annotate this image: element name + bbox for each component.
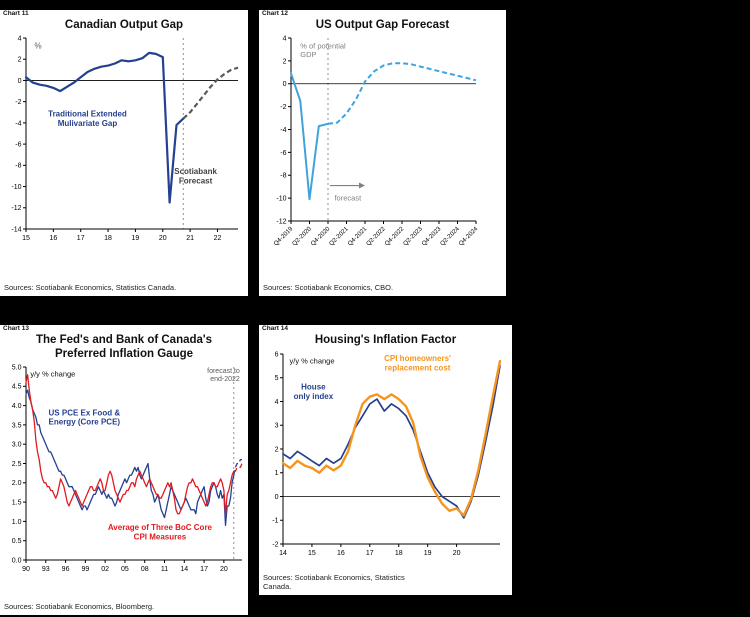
svg-text:90: 90 xyxy=(22,566,30,573)
chart-source: Sources: Scotiabank Economics, Statistic… xyxy=(263,572,405,592)
svg-text:-4: -4 xyxy=(280,127,286,134)
svg-text:0: 0 xyxy=(275,494,279,501)
chart-corner-label: Chart 11 xyxy=(3,10,29,17)
svg-text:Q4-2024: Q4-2024 xyxy=(457,225,479,247)
svg-text:99: 99 xyxy=(81,566,89,573)
svg-text:4.0: 4.0 xyxy=(12,403,22,410)
svg-text:y/y % change: y/y % change xyxy=(290,356,335,365)
svg-text:16: 16 xyxy=(49,235,57,242)
svg-text:08: 08 xyxy=(141,566,149,573)
chart-title: Canadian Output Gap xyxy=(64,19,184,31)
svg-text:18: 18 xyxy=(395,550,403,557)
svg-text:19: 19 xyxy=(424,550,432,557)
chart-title: US Output Gap Forecast xyxy=(315,19,450,31)
chart-panel-preferred-inflation-gauge: Chart 13 The Fed's and Bank of Canada's … xyxy=(0,325,248,615)
chart-panel-housings-inflation-factor: Chart 14 Housing's Inflation Factor 6 5 4 3… xyxy=(259,325,512,595)
svg-text:%: % xyxy=(34,41,41,50)
svg-text:16: 16 xyxy=(337,550,345,557)
svg-text:0: 0 xyxy=(283,81,287,88)
svg-text:05: 05 xyxy=(121,566,129,573)
chart-corner-label: Chart 14 xyxy=(262,325,289,332)
svg-text:-8: -8 xyxy=(15,163,21,170)
chart-source: Sources: Scotiabank Economics, CBO. xyxy=(263,283,394,293)
svg-text:forecast: forecast xyxy=(334,193,362,202)
svg-text:-1: -1 xyxy=(272,517,278,524)
svg-text:5.0: 5.0 xyxy=(12,364,22,371)
svg-text:02: 02 xyxy=(101,566,109,573)
svg-text:-6: -6 xyxy=(15,141,21,148)
svg-text:2.5: 2.5 xyxy=(12,460,22,467)
svg-text:-12: -12 xyxy=(276,218,286,225)
chart-corner-label: Chart 13 xyxy=(3,325,30,332)
chart-title: The Fed's and Bank of Canada's Preferred… xyxy=(35,334,213,360)
svg-text:4: 4 xyxy=(275,399,279,406)
svg-text:-12: -12 xyxy=(11,205,21,212)
svg-text:-2: -2 xyxy=(15,99,21,106)
svg-text:1.0: 1.0 xyxy=(12,518,22,525)
svg-text:US PCE Ex Food &Energy (Core P: US PCE Ex Food & Energy (Core PCE) xyxy=(49,408,121,426)
svg-text:-8: -8 xyxy=(280,172,286,179)
svg-text:17: 17 xyxy=(77,235,85,242)
svg-text:2: 2 xyxy=(283,58,287,65)
svg-text:-14: -14 xyxy=(11,226,21,233)
svg-text:15: 15 xyxy=(22,235,30,242)
svg-text:y/y % change: y/y % change xyxy=(30,369,75,378)
us-output-gap-forecast-plot: 420-2-4-6-8-10-12Q4-2019Q2-2020Q4-2020Q2… xyxy=(272,35,479,247)
svg-text:0.5: 0.5 xyxy=(12,538,22,545)
housings-inflation-factor-plot: 6 5 4 3 2 1 0 -1 -214 15 16 17 18 19 20 y/y % change Hou… xyxy=(272,351,502,557)
svg-text:0: 0 xyxy=(18,78,22,85)
svg-text:-2: -2 xyxy=(272,541,278,548)
svg-text:14: 14 xyxy=(279,550,287,557)
svg-text:17: 17 xyxy=(366,550,374,557)
svg-text:14: 14 xyxy=(180,566,188,573)
svg-text:11: 11 xyxy=(161,566,168,573)
svg-text:-4: -4 xyxy=(15,120,21,127)
chart-source: Sources: Scotiabank Economics, Bloomberg… xyxy=(4,602,155,612)
svg-text:2.0: 2.0 xyxy=(12,480,22,487)
svg-text:2: 2 xyxy=(275,446,279,453)
svg-text:-10: -10 xyxy=(11,184,21,191)
svg-text:3.0: 3.0 xyxy=(12,441,22,448)
svg-text:-2: -2 xyxy=(280,104,286,111)
svg-text:15: 15 xyxy=(308,550,316,557)
preferred-inflation-gauge-plot: 5.0 4.5 4.0 3.5 3.0 2.5 2.0 1.5 1.0 0.5 0.090 93 96 9… xyxy=(12,364,243,573)
svg-text:1: 1 xyxy=(275,470,279,477)
chart-panel-canadian-output-gap: Chart 11 Canadian Output Gap 4 2 0 -2 -4 -6 -8… xyxy=(0,10,248,296)
svg-text:20: 20 xyxy=(220,566,228,573)
svg-text:4: 4 xyxy=(18,35,22,42)
svg-text:0.0: 0.0 xyxy=(12,557,22,564)
svg-text:17: 17 xyxy=(200,566,208,573)
svg-text:20: 20 xyxy=(453,550,461,557)
svg-text:2: 2 xyxy=(18,56,22,63)
svg-text:18: 18 xyxy=(104,235,112,242)
svg-text:19: 19 xyxy=(132,235,140,242)
chart-corner-label: Chart 12 xyxy=(262,10,289,17)
svg-text:1.5: 1.5 xyxy=(12,499,22,506)
svg-text:22: 22 xyxy=(214,235,222,242)
svg-text:93: 93 xyxy=(42,566,50,573)
svg-text:21: 21 xyxy=(186,235,194,242)
svg-text:20: 20 xyxy=(159,235,167,242)
chart-source: Sources: Scotiabank Economics, Statistic… xyxy=(4,283,177,293)
svg-text:6: 6 xyxy=(275,351,279,358)
svg-text:96: 96 xyxy=(62,566,70,573)
svg-text:-10: -10 xyxy=(276,195,286,202)
svg-text:-6: -6 xyxy=(280,150,286,157)
svg-text:4: 4 xyxy=(283,35,287,42)
svg-text:4.5: 4.5 xyxy=(12,383,22,390)
chart-panel-us-output-gap-forecast: Chart 12 US Output Gap Forecast 4 2 0 -2 -4 -… xyxy=(259,10,506,296)
svg-text:3: 3 xyxy=(275,422,279,429)
svg-text:5: 5 xyxy=(275,375,279,382)
chart-title: Housing's Inflation Factor xyxy=(314,334,457,346)
svg-text:3.5: 3.5 xyxy=(12,422,22,429)
svg-text:CPI homeowners'replacement cos: CPI homeowners' replacement cost xyxy=(384,354,451,372)
